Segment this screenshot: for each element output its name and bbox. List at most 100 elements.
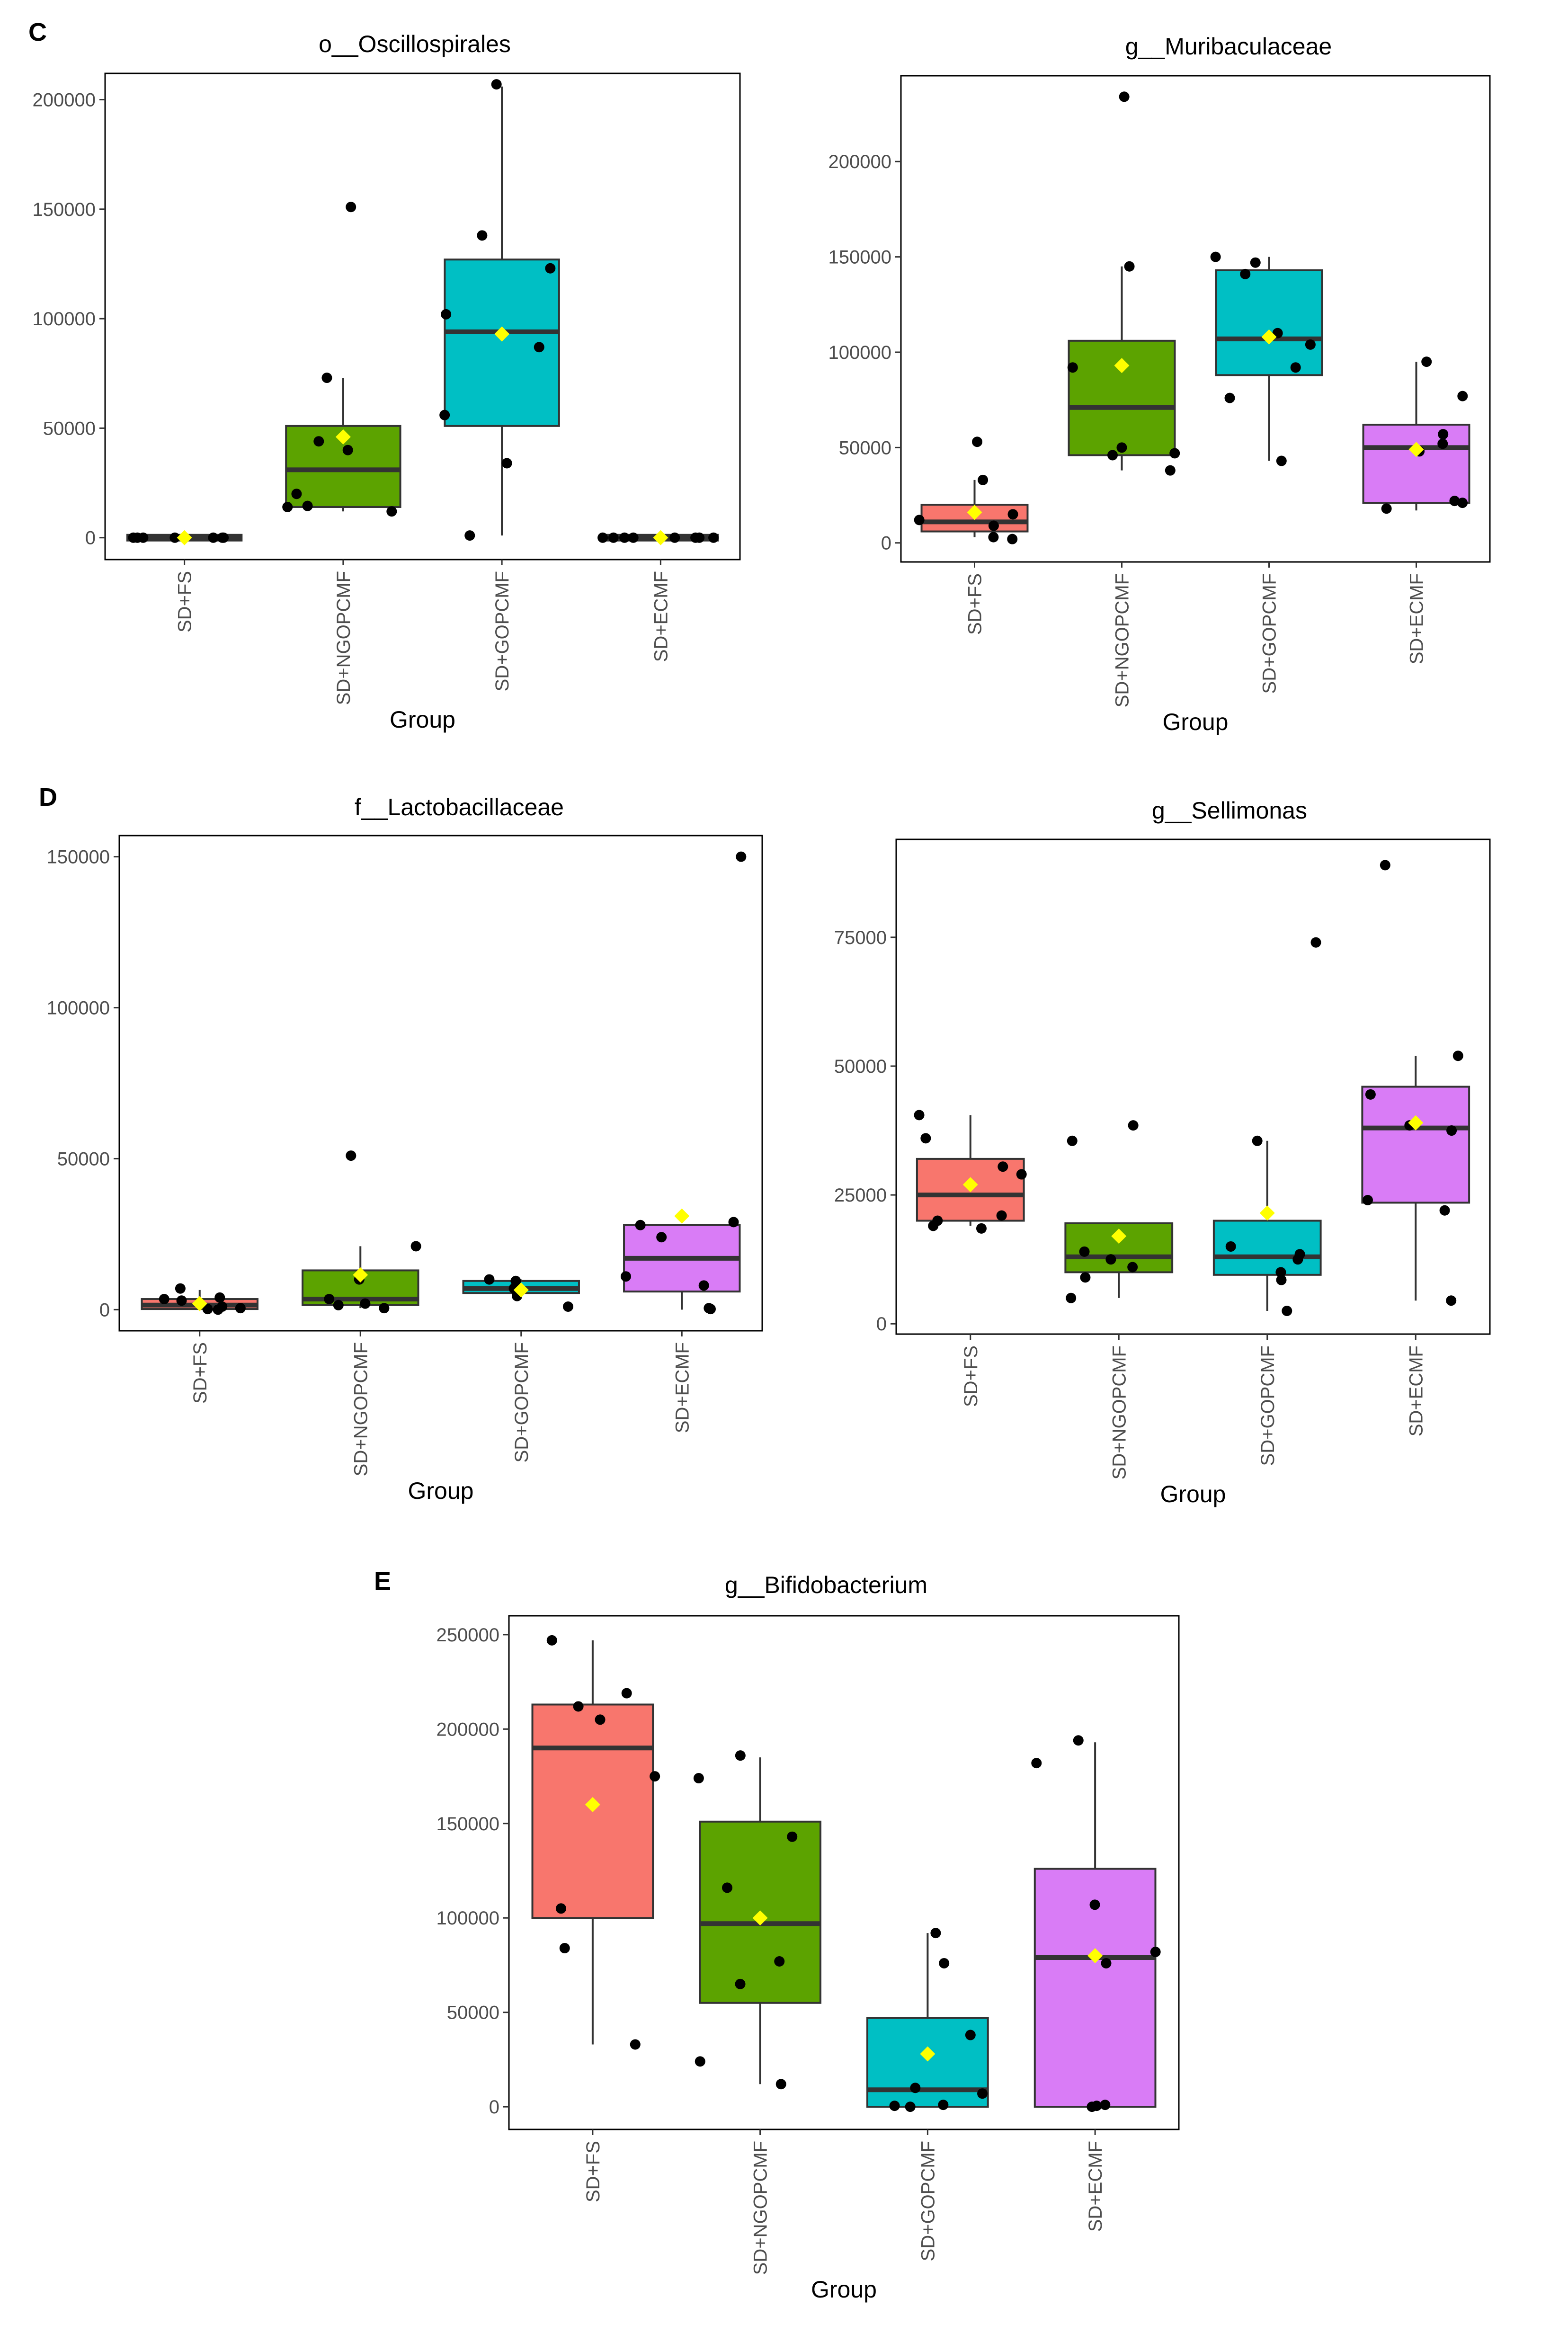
x-tick-label: SD+ECMF: [1085, 2141, 1106, 2232]
y-tick-label: 0: [876, 1314, 887, 1335]
data-point: [1438, 429, 1449, 440]
data-point: [1067, 362, 1078, 373]
y-tick-label: 150000: [829, 247, 891, 268]
data-point: [441, 309, 452, 320]
data-point: [1452, 1051, 1463, 1061]
data-point: [735, 1750, 746, 1761]
y-tick-label: 250000: [437, 1625, 499, 1646]
data-point: [628, 532, 639, 543]
data-point: [988, 520, 999, 531]
y-tick-label: 25000: [834, 1185, 887, 1206]
data-point: [202, 1304, 213, 1315]
data-point: [977, 2088, 988, 2099]
data-point: [996, 1210, 1007, 1221]
data-point: [630, 2039, 641, 2050]
box-group: [1362, 356, 1470, 514]
data-point: [1449, 496, 1460, 507]
data-point: [342, 445, 353, 455]
data-point: [282, 501, 293, 512]
chart-title: f__Lactobacillaceae: [355, 794, 564, 820]
x-tick-label: SD+FS: [190, 1342, 211, 1404]
x-tick-label: SD+GOPCMF: [918, 2141, 938, 2261]
data-point: [302, 500, 313, 511]
data-point: [176, 1295, 187, 1306]
data-point: [690, 532, 701, 543]
mean-marker: [513, 1282, 529, 1298]
x-tick-label: SD+FS: [583, 2141, 604, 2202]
y-tick-label: 50000: [834, 1056, 887, 1077]
data-point: [1087, 2102, 1097, 2112]
box-group: [1361, 860, 1470, 1306]
chart-muribaculaceae: g__Muribaculaceae 0 50000 100000 150000 20000…: [829, 33, 1491, 735]
box-group: [1210, 251, 1323, 466]
data-point: [1105, 1254, 1116, 1265]
data-point: [1067, 1135, 1078, 1146]
data-point: [235, 1303, 246, 1314]
data-point: [1380, 860, 1390, 871]
y-tick-label: 0: [489, 2097, 499, 2118]
x-axis-title: Group: [408, 1478, 474, 1504]
y-tick-label: 150000: [33, 199, 96, 220]
data-point: [595, 1714, 606, 1725]
data-point: [534, 342, 544, 353]
data-point: [1150, 1947, 1161, 1958]
data-point: [1290, 362, 1301, 373]
x-tick-label: SD+ECMF: [1407, 573, 1427, 664]
data-point: [620, 1271, 631, 1282]
chart-lactobacillaceae: f__Lactobacillaceae 0 50000 100000 150000 SD+…: [47, 794, 763, 1504]
panel-label-e: E: [374, 1567, 391, 1595]
box: [1068, 339, 1176, 456]
data-point: [1282, 1306, 1292, 1317]
data-point: [346, 1150, 356, 1161]
data-point: [545, 263, 556, 274]
x-tick-label: SD+NGOPCMF: [333, 571, 354, 705]
data-point: [1101, 1958, 1112, 1968]
data-point: [597, 532, 608, 543]
box-group: [462, 1274, 580, 1312]
data-point: [1128, 1120, 1139, 1131]
y-tick-label: 100000: [829, 342, 891, 363]
data-point: [208, 532, 219, 543]
data-point: [1124, 261, 1135, 272]
box-group: [531, 1635, 660, 2050]
data-point: [1310, 937, 1321, 948]
mean-marker: [674, 1208, 690, 1224]
data-point: [1446, 1125, 1457, 1136]
data-point: [484, 1274, 495, 1285]
data-point: [988, 532, 999, 543]
data-point: [650, 1771, 660, 1782]
data-point: [346, 202, 356, 213]
mean-marker: [585, 1797, 600, 1812]
data-point: [1224, 392, 1235, 403]
x-tick-label: SD+ECMF: [672, 1342, 693, 1433]
y-tick-label: 50000: [447, 2003, 499, 2023]
data-point: [1381, 503, 1392, 514]
data-point: [728, 1217, 739, 1228]
box-group: [439, 79, 560, 541]
y-tick-label: 75000: [834, 927, 887, 948]
mean-marker: [192, 1296, 207, 1311]
y-tick-label: 0: [881, 533, 891, 554]
mean-marker: [920, 2046, 935, 2062]
data-point: [1292, 1254, 1303, 1265]
mean-marker: [967, 505, 982, 520]
data-point: [501, 458, 512, 469]
data-point: [1080, 1272, 1091, 1283]
data-point: [555, 1903, 566, 1914]
data-point: [217, 532, 228, 543]
box-group: [866, 1928, 989, 2112]
data-point: [669, 532, 680, 543]
box-group: [1031, 1735, 1161, 2112]
data-point: [914, 1110, 925, 1121]
data-point: [1365, 1089, 1376, 1100]
data-point: [1089, 1899, 1100, 1910]
box-group: [693, 1750, 821, 2090]
data-point: [621, 1688, 632, 1699]
box-group: [597, 530, 719, 545]
data-point: [1127, 1262, 1138, 1273]
data-point: [1016, 1169, 1027, 1180]
data-point: [562, 1301, 573, 1312]
data-point: [1119, 91, 1130, 102]
data-point: [1250, 257, 1261, 268]
